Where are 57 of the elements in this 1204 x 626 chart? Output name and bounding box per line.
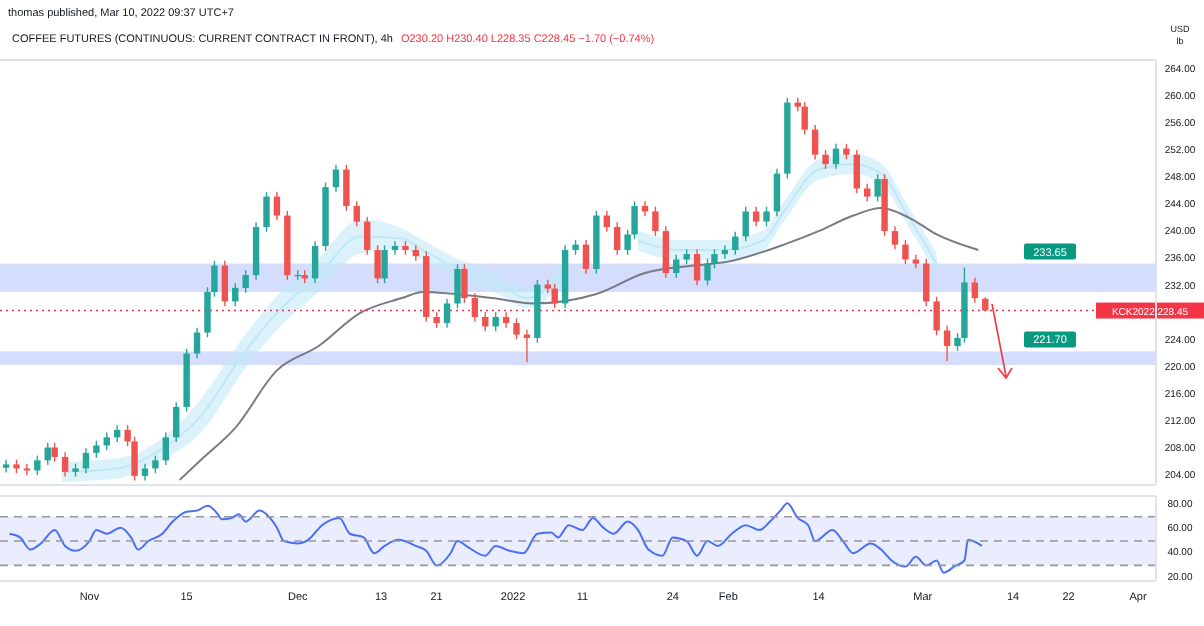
candlestick <box>311 240 319 284</box>
candlestick <box>2 458 10 474</box>
candlestick <box>443 298 451 329</box>
candlestick <box>374 244 381 284</box>
candlestick <box>853 149 860 194</box>
candlestick <box>492 311 499 332</box>
line-series <box>178 207 980 481</box>
candlestick <box>971 277 979 304</box>
candlestick <box>193 327 201 359</box>
candlestick <box>332 164 340 193</box>
candlestick <box>242 269 249 294</box>
candlestick <box>652 206 659 237</box>
candlestick <box>811 124 819 161</box>
candlestick <box>721 244 729 260</box>
candlestick <box>693 248 701 286</box>
candlestick <box>221 260 229 307</box>
candlestick <box>752 206 760 228</box>
candlestick <box>614 221 621 256</box>
candlestick <box>232 282 239 307</box>
candlestick <box>162 431 169 466</box>
line-series <box>8 502 983 574</box>
candlestick <box>51 442 58 463</box>
candlestick <box>82 447 90 474</box>
candlestick <box>44 442 51 466</box>
candlestick <box>732 231 739 256</box>
candlestick <box>902 239 909 265</box>
candlestick <box>412 244 420 262</box>
candlestick <box>891 225 899 251</box>
candlestick <box>61 451 69 478</box>
candlestick <box>381 244 388 284</box>
candlestick <box>391 240 399 256</box>
candlestick <box>23 463 31 476</box>
candlestick <box>513 317 520 340</box>
candlestick <box>343 164 350 212</box>
candlestick <box>173 401 180 443</box>
candlestick <box>874 173 881 203</box>
candlestick <box>923 258 930 307</box>
candlestick <box>832 143 840 170</box>
candlestick <box>263 191 270 233</box>
candlestick <box>582 239 590 275</box>
candlestick <box>822 149 829 170</box>
candlestick <box>273 191 281 221</box>
candlestick <box>673 254 680 279</box>
candlestick <box>801 101 808 136</box>
candlestick <box>773 168 781 217</box>
candlestick <box>471 292 479 323</box>
candlestick <box>943 325 951 362</box>
candlestick <box>353 200 360 228</box>
candlestick <box>461 263 468 304</box>
candlestick <box>454 263 461 309</box>
candlestick <box>763 206 770 228</box>
candlestick <box>933 295 940 336</box>
candlestick <box>364 216 371 256</box>
candlestick <box>34 454 41 476</box>
candlestick <box>502 311 510 329</box>
candlestick <box>742 206 749 242</box>
candlestick <box>662 225 670 279</box>
